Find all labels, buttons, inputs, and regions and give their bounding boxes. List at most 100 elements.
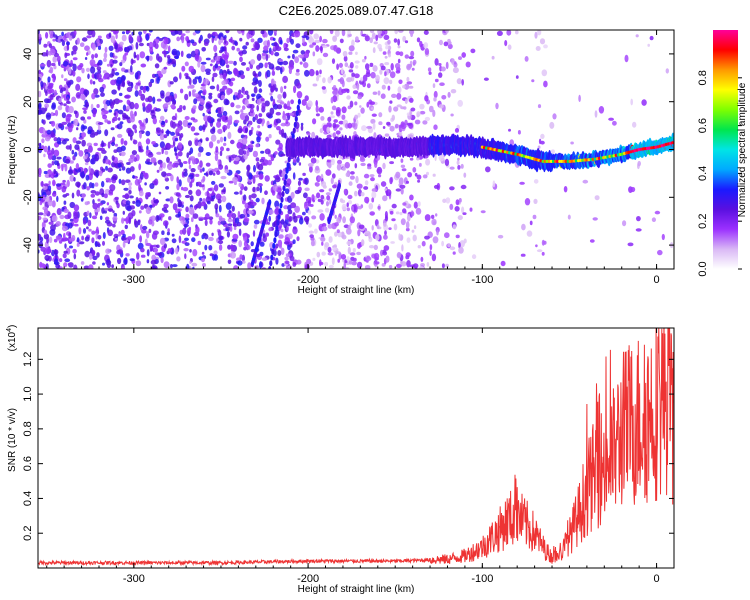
spectrogram-noise-cell xyxy=(248,123,251,128)
spectrogram-noise-cell xyxy=(296,68,300,73)
spectrogram-noise-cell xyxy=(243,240,248,248)
spectrogram-noise-cell xyxy=(485,166,491,173)
spectrogram-noise-cell xyxy=(166,55,171,59)
spectrogram-noise-cell xyxy=(289,112,295,117)
spectrogram-noise-cell xyxy=(375,74,380,82)
spectrogram-noise-cell xyxy=(285,43,289,48)
spectrogram-noise-cell xyxy=(262,235,267,243)
spectrogram-noise-cell xyxy=(163,134,168,139)
spectrogram-noise-cell xyxy=(399,51,404,57)
spectrogram-noise-cell xyxy=(458,242,461,249)
spectrogram-noise-cell xyxy=(398,233,401,241)
spectrogram-noise-cell xyxy=(371,32,376,40)
spectrogram-noise-cell xyxy=(81,235,84,241)
spectrogram-noise-cell xyxy=(148,30,153,33)
spectrogram-y-tick-label: 20 xyxy=(22,96,34,108)
spectrogram-noise-cell xyxy=(316,251,321,258)
spectrogram-noise-cell xyxy=(53,137,58,142)
spectrogram-noise-cell xyxy=(89,133,96,138)
spectrogram-noise-cell xyxy=(56,208,62,216)
spectrogram-noise-cell xyxy=(367,166,372,170)
spectrogram-noise-cell xyxy=(460,184,467,190)
spectrogram-noise-cell xyxy=(241,105,246,110)
spectrogram-noise-cell xyxy=(278,142,283,150)
spectrogram-noise-cell xyxy=(126,99,131,105)
spectrogram-noise-cell xyxy=(320,116,325,121)
spectrogram-noise-cell xyxy=(331,58,336,64)
spectrogram-noise-cell xyxy=(299,61,303,65)
spectrogram-noise-cell xyxy=(148,219,153,225)
spectrogram-noise-cell xyxy=(320,181,327,187)
spectrogram-noise-cell xyxy=(170,264,173,269)
spectrogram-noise-cell xyxy=(238,228,242,236)
spectrogram-noise-cell xyxy=(308,37,315,44)
snr-y-tick-label: 1.2 xyxy=(22,352,34,367)
spectrogram-noise-cell xyxy=(195,189,202,197)
spectrogram-noise-cell xyxy=(369,174,375,178)
spectrogram-noise-cell xyxy=(128,185,132,191)
spectrogram-noise-cell xyxy=(397,38,400,46)
spectrogram-noise-cell xyxy=(398,79,403,85)
spectrogram-noise-cell xyxy=(420,256,424,262)
spectrogram-streak-cell xyxy=(279,202,283,209)
spectrogram-noise-cell xyxy=(91,30,96,38)
spectrogram-noise-cell xyxy=(177,142,183,149)
spectrogram-noise-cell xyxy=(113,112,117,116)
spectrogram-noise-cell xyxy=(424,48,430,55)
spectrogram-noise-cell xyxy=(231,213,237,219)
spectrogram-noise-cell xyxy=(102,240,105,246)
spectrogram-noise-cell xyxy=(303,192,308,199)
spectrogram-noise-cell xyxy=(322,77,326,84)
colorbar-ticks: 0.00.20.40.60.8 xyxy=(697,70,742,277)
spectrogram-noise-cell xyxy=(82,107,88,111)
spectrogram-noise-cell xyxy=(260,30,265,35)
spectrogram-noise-cell xyxy=(354,101,358,106)
spectrogram-noise-cell xyxy=(142,102,146,108)
spectrogram-noise-cell xyxy=(397,45,401,49)
spectrogram-noise-cell xyxy=(143,173,148,177)
spectrogram-noise-cell xyxy=(167,95,174,102)
spectrogram-noise-cell xyxy=(198,218,204,222)
spectrogram-noise-cell xyxy=(246,245,251,250)
spectrogram-noise-cell xyxy=(303,51,310,59)
spectrogram-noise-cell xyxy=(62,34,67,41)
spectrogram-noise-cell xyxy=(543,80,548,88)
spectrogram-noise-cell xyxy=(118,92,123,97)
spectrogram-noise-cell xyxy=(282,60,289,66)
spectrogram-noise-cell xyxy=(179,72,182,80)
spectrogram-noise-cell xyxy=(73,264,78,269)
spectrogram-noise-cell xyxy=(317,175,322,181)
spectrogram-noise-cell xyxy=(376,224,380,230)
spectrogram-noise-cell xyxy=(145,242,152,247)
spectrogram-noise-cell xyxy=(56,137,61,145)
spectrogram-noise-cell xyxy=(157,252,163,257)
spectrogram-noise-cell xyxy=(141,229,147,234)
spectrogram-noise-cell xyxy=(337,159,342,165)
spectrogram-noise-cell xyxy=(370,71,376,79)
spectrogram-noise-cell xyxy=(188,140,192,147)
spectrogram-noise-cell xyxy=(242,233,246,238)
spectrogram-noise-cell xyxy=(413,225,417,230)
spectrogram-noise-cell xyxy=(169,196,174,204)
spectrogram-noise-cell xyxy=(258,173,264,180)
spectrogram-noise-cell xyxy=(55,263,60,269)
spectrogram-noise-cell xyxy=(134,102,139,110)
spectrogram-noise-cell xyxy=(312,118,317,125)
spectrogram-noise-cell xyxy=(447,91,451,98)
spectrogram-noise-cell xyxy=(125,200,131,205)
spectrogram-noise-cell xyxy=(259,261,263,269)
spectrogram-noise-cell xyxy=(189,249,192,253)
spectrogram-noise-cell xyxy=(294,189,301,195)
spectrogram-noise-cell xyxy=(152,40,156,48)
spectrogram-noise-cell xyxy=(159,133,165,141)
spectrogram-noise-cell xyxy=(38,76,41,82)
spectrogram-noise-cell xyxy=(264,148,271,155)
spectrogram-noise-cell xyxy=(432,173,436,177)
spectrogram-noise-cell xyxy=(382,251,388,256)
spectrogram-noise-cell xyxy=(364,196,370,204)
spectrogram-noise-cell xyxy=(154,247,158,254)
spectrogram-noise-cell xyxy=(203,41,209,46)
spectrogram-noise-cell xyxy=(357,229,361,237)
figure-title: C2E6.2025.089.07.47.G18 xyxy=(279,3,434,18)
